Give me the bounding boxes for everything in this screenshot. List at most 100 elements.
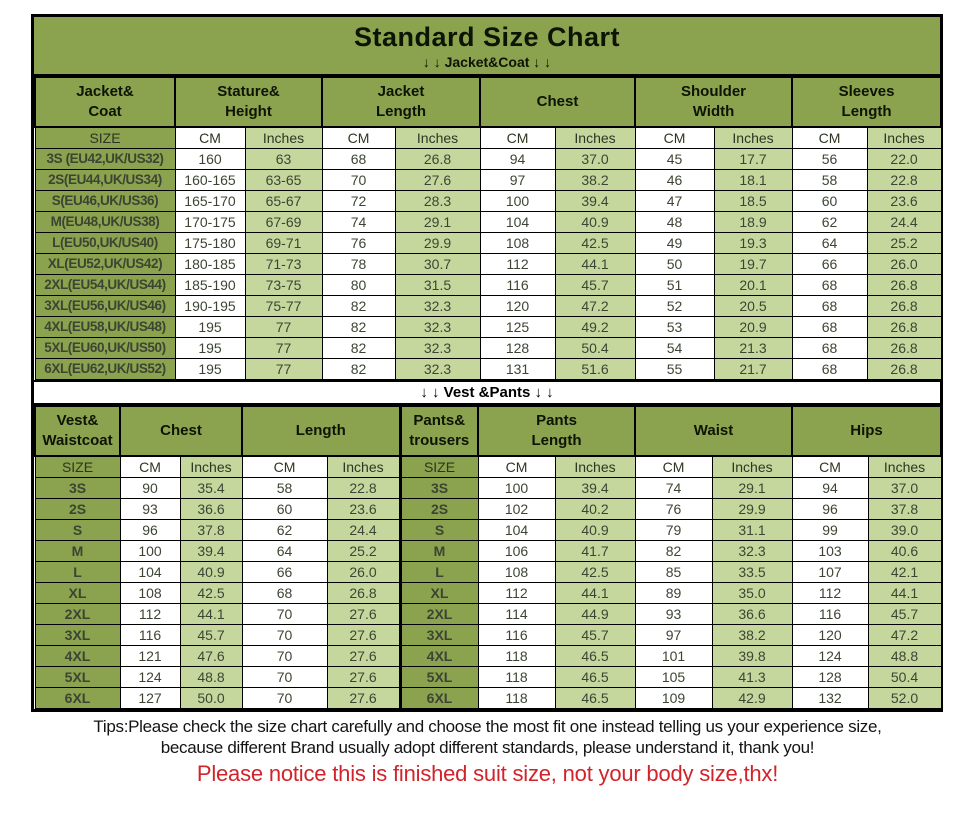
inches-value-cell: 40.9: [179, 561, 243, 583]
inches-value-cell: 67-69: [244, 211, 323, 233]
cm-value-cell: 62: [791, 211, 868, 233]
inches-value-cell: 48.8: [867, 645, 942, 667]
cm-value-cell: 180-185: [174, 253, 246, 275]
inches-value-cell: 39.4: [179, 540, 243, 562]
inches-value-cell: 75-77: [244, 295, 323, 317]
table-row: XL 108 42.5 68 26.8 XL 112 44.1 89 35.0 112 44.1: [34, 582, 942, 604]
inches-value-cell: 45.7: [179, 624, 243, 646]
inches-value-cell: 32.3: [394, 358, 481, 380]
cm-value-cell: 112: [119, 603, 181, 625]
cm-value-cell: 90: [119, 477, 181, 499]
cm-value-cell: 105: [634, 666, 713, 688]
size-cell: L: [34, 561, 121, 583]
table-row: S(EU46,UK/US36) 165-170 65-67 72 28.3 100 39.4…: [34, 190, 942, 212]
cm-value-cell: 101: [634, 645, 713, 667]
size-cell: 3XL: [34, 624, 121, 646]
inches-value-cell: 42.5: [554, 232, 636, 254]
unit-header-cell: Inches: [326, 455, 401, 478]
group-header-length: Length: [241, 405, 401, 457]
cm-value-cell: 99: [791, 519, 869, 541]
inches-value-cell: 65-67: [244, 190, 323, 212]
cm-value-cell: 102: [477, 498, 556, 520]
cm-value-cell: 70: [241, 603, 328, 625]
group-header-hips: Hips: [791, 405, 943, 457]
size-cell: XL(EU52,UK/US42): [34, 253, 176, 275]
cm-value-cell: 62: [241, 519, 328, 541]
table-row: M(EU48,UK/US38) 170-175 67-69 74 29.1 104 40.9…: [34, 211, 942, 233]
table-row: 3S (EU42,UK/US32) 160 63 68 26.8 94 37.0 45 17.7…: [34, 148, 942, 170]
inches-value-cell: 29.9: [711, 498, 793, 520]
size-cell: 2S: [34, 498, 121, 520]
group-header-chest: Chest: [479, 76, 637, 128]
cm-value-cell: 96: [119, 519, 181, 541]
group-header-shoulder-width: Shoulder Width: [634, 76, 794, 128]
cm-value-cell: 118: [477, 645, 556, 667]
inches-value-cell: 44.1: [179, 603, 243, 625]
vest-pants-table: Vest& Waistcoat Chest Length Pants& trou…: [34, 405, 943, 709]
cm-value-cell: 116: [477, 624, 556, 646]
unit-header-cell: CM: [241, 455, 328, 478]
cm-value-cell: 76: [321, 232, 396, 254]
group-header-jacket-coat: Jacket& Coat: [34, 76, 176, 128]
cm-value-cell: 64: [791, 232, 868, 254]
size-cell: 3S (EU42,UK/US32): [34, 148, 176, 170]
inches-value-cell: 50.4: [867, 666, 942, 688]
cm-value-cell: 124: [119, 666, 181, 688]
table-row: 3XL(EU56,UK/US46) 190-195 75-77 82 32.3 120 47…: [34, 295, 942, 317]
inches-value-cell: 77: [244, 337, 323, 359]
table-row: 4XL 121 47.6 70 27.6 4XL 118 46.5 101 39.8 124 48.8: [34, 645, 942, 667]
inches-value-cell: 39.8: [711, 645, 793, 667]
inches-value-cell: 22.8: [326, 477, 401, 499]
inches-value-cell: 19.3: [713, 232, 793, 254]
jacket-coat-table-body: 3S (EU42,UK/US32) 160 63 68 26.8 94 37.0 45 17.7…: [34, 148, 942, 380]
unit-header-cell: CM: [119, 455, 181, 478]
size-cell: 2S: [398, 498, 479, 520]
cm-value-cell: 72: [321, 190, 396, 212]
cm-value-cell: 64: [241, 540, 328, 562]
inches-value-cell: 25.2: [866, 232, 942, 254]
cm-value-cell: 128: [791, 666, 869, 688]
group-header-row: Vest& Waistcoat Chest Length Pants& trou…: [34, 405, 943, 457]
cm-value-cell: 116: [791, 603, 869, 625]
unit-header-cell: SIZE: [34, 455, 121, 478]
cm-value-cell: 132: [791, 687, 869, 709]
inches-value-cell: 26.8: [326, 582, 401, 604]
inches-value-cell: 24.4: [866, 211, 942, 233]
cm-value-cell: 78: [321, 253, 396, 275]
inches-value-cell: 25.2: [326, 540, 401, 562]
inches-value-cell: 37.0: [867, 477, 942, 499]
inches-value-cell: 31.1: [711, 519, 793, 541]
unit-header-cell: CM: [321, 126, 396, 149]
cm-value-cell: 160-165: [174, 169, 246, 191]
size-cell: 4XL(EU58,UK/US48): [34, 316, 176, 338]
cm-value-cell: 82: [321, 358, 396, 380]
cm-value-cell: 82: [634, 540, 713, 562]
cm-value-cell: 47: [634, 190, 715, 212]
inches-value-cell: 40.9: [554, 519, 636, 541]
size-cell: XL: [398, 582, 479, 604]
size-cell: 5XL: [398, 666, 479, 688]
inches-value-cell: 33.5: [711, 561, 793, 583]
inches-value-cell: 50.0: [179, 687, 243, 709]
cm-value-cell: 121: [119, 645, 181, 667]
table-row: S 96 37.8 62 24.4 S 104 40.9 79 31.1 99 39.0: [34, 519, 942, 541]
cm-value-cell: 108: [477, 561, 556, 583]
inches-value-cell: 41.7: [554, 540, 636, 562]
inches-value-cell: 39.4: [554, 477, 636, 499]
cm-value-cell: 50: [634, 253, 715, 275]
cm-value-cell: 114: [477, 603, 556, 625]
inches-value-cell: 63: [244, 148, 323, 170]
table-row: 5XL 124 48.8 70 27.6 5XL 118 46.5 105 41.3 128 50.4: [34, 666, 942, 688]
cm-value-cell: 107: [791, 561, 869, 583]
inches-value-cell: 22.8: [866, 169, 942, 191]
inches-value-cell: 49.2: [554, 316, 636, 338]
cm-value-cell: 94: [791, 477, 869, 499]
unit-header-cell: Inches: [711, 455, 793, 478]
cm-value-cell: 70: [241, 624, 328, 646]
inches-value-cell: 44.1: [554, 582, 636, 604]
cm-value-cell: 112: [479, 253, 556, 275]
cm-value-cell: 58: [241, 477, 328, 499]
inches-value-cell: 42.5: [179, 582, 243, 604]
inches-value-cell: 73-75: [244, 274, 323, 296]
inches-value-cell: 29.9: [394, 232, 481, 254]
